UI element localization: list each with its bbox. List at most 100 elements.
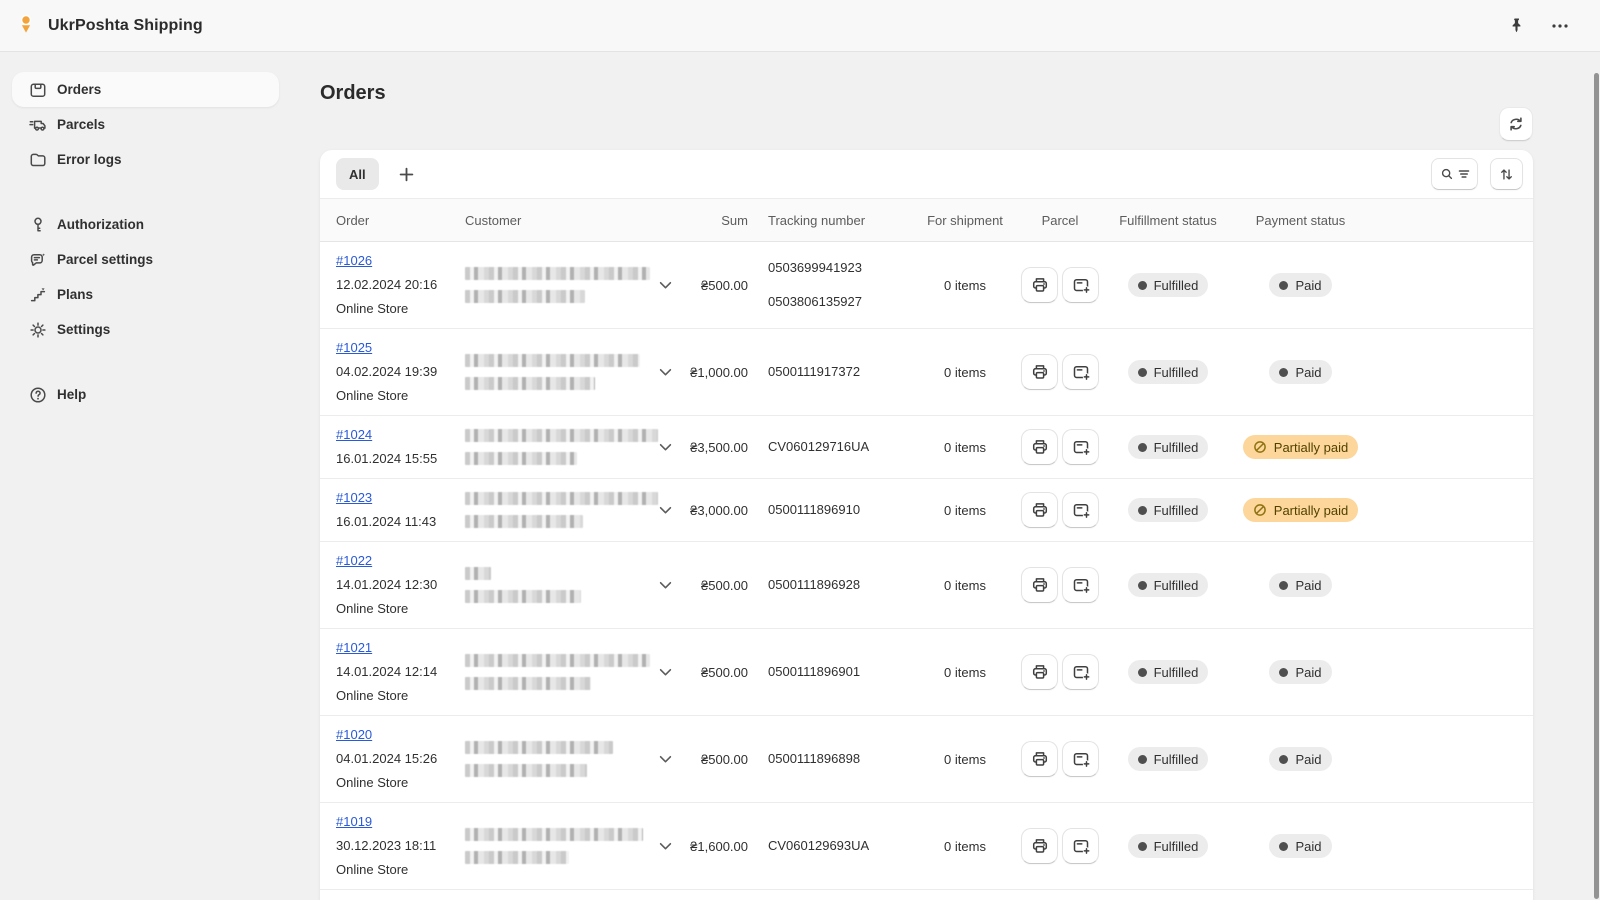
- chevron-down-icon[interactable]: [659, 581, 672, 590]
- sidebar-item-parcel-settings[interactable]: Parcel settings: [12, 242, 279, 277]
- for-shipment-count: 0 items: [944, 664, 986, 680]
- customer-phone-redacted: [465, 590, 581, 603]
- payment-status-badge: Paid: [1269, 573, 1332, 597]
- printer-icon: [1030, 362, 1050, 382]
- search-icon: [1439, 166, 1456, 183]
- status-dot: [1137, 505, 1147, 515]
- chevron-down-icon[interactable]: [659, 368, 672, 377]
- status-dot: [1137, 280, 1147, 290]
- fulfillment-status-label: Fulfilled: [1153, 751, 1199, 767]
- create-parcel-button[interactable]: [1062, 429, 1099, 465]
- printer-icon: [1030, 836, 1050, 856]
- orders-icon: [28, 80, 48, 100]
- chat-settings-icon: [28, 250, 48, 270]
- customer-cell: [465, 828, 680, 864]
- order-link[interactable]: #1025: [336, 340, 373, 355]
- truck-icon: [28, 115, 48, 135]
- table-row: #1021 14.01.2024 12:14 Online Store ₴500…: [320, 629, 1533, 716]
- chevron-down-icon[interactable]: [659, 281, 672, 290]
- print-label-button[interactable]: [1021, 828, 1058, 864]
- payment-status-label: Paid: [1295, 577, 1322, 593]
- print-label-button[interactable]: [1021, 429, 1058, 465]
- add-view-button[interactable]: [393, 161, 420, 188]
- customer-phone-redacted: [465, 677, 591, 690]
- print-label-button[interactable]: [1021, 741, 1058, 777]
- sidebar-item-label: Help: [57, 387, 87, 402]
- fulfillment-status-badge: Fulfilled: [1127, 498, 1209, 522]
- sidebar-item-parcels[interactable]: Parcels: [12, 107, 279, 142]
- fulfillment-status-badge: Fulfilled: [1127, 834, 1209, 858]
- partially-paid-icon: [1253, 503, 1267, 517]
- create-parcel-button[interactable]: [1062, 354, 1099, 390]
- sidebar-item-error-logs[interactable]: Error logs: [12, 142, 279, 177]
- scrollbar-track: [1591, 52, 1600, 900]
- customer-phone-redacted: [465, 851, 569, 864]
- fulfillment-status-badge: Fulfilled: [1127, 660, 1209, 684]
- main-content: Orders All: [320, 52, 1533, 900]
- order-channel: Online Store: [336, 301, 409, 316]
- chevron-down-icon[interactable]: [659, 443, 672, 452]
- sidebar-item-authorization[interactable]: Authorization: [12, 207, 279, 242]
- payment-status-label: Paid: [1295, 277, 1322, 293]
- sidebar-item-label: Parcel settings: [57, 252, 154, 267]
- chevron-down-icon[interactable]: [659, 506, 672, 515]
- print-label-button[interactable]: [1021, 354, 1058, 390]
- chevron-down-icon[interactable]: [659, 842, 672, 851]
- payment-status-label: Paid: [1295, 838, 1322, 854]
- more-menu-icon[interactable]: [1546, 12, 1574, 40]
- key-icon: [28, 215, 48, 235]
- create-parcel-icon: [1071, 500, 1091, 520]
- create-parcel-button[interactable]: [1062, 828, 1099, 864]
- pin-icon[interactable]: [1503, 12, 1530, 39]
- order-link[interactable]: #1021: [336, 640, 373, 655]
- sidebar-item-label: Settings: [57, 322, 111, 337]
- payment-status-badge: Paid: [1269, 747, 1332, 771]
- create-parcel-button[interactable]: [1062, 267, 1099, 303]
- gear-icon: [28, 320, 48, 340]
- fulfillment-status-badge: Fulfilled: [1127, 747, 1209, 771]
- col-for-shipment: For shipment: [927, 212, 1003, 228]
- sidebar-item-label: Error logs: [57, 152, 122, 167]
- customer-cell: [465, 267, 680, 303]
- status-dot: [1279, 841, 1289, 851]
- status-dot: [1137, 367, 1147, 377]
- fulfillment-status-badge: Fulfilled: [1127, 573, 1209, 597]
- order-sum: ₴1,600.00: [690, 838, 748, 854]
- print-label-button[interactable]: [1021, 492, 1058, 528]
- printer-icon: [1030, 662, 1050, 682]
- sidebar-item-settings[interactable]: Settings: [12, 312, 279, 347]
- print-label-button[interactable]: [1021, 654, 1058, 690]
- scrollbar-thumb[interactable]: [1594, 73, 1599, 899]
- create-parcel-icon: [1071, 662, 1091, 682]
- tab-all[interactable]: All: [336, 158, 379, 190]
- search-filter-button[interactable]: [1431, 158, 1478, 190]
- create-parcel-button[interactable]: [1062, 492, 1099, 528]
- create-parcel-button[interactable]: [1062, 567, 1099, 603]
- customer-cell: [465, 354, 680, 390]
- refresh-button[interactable]: [1499, 107, 1533, 141]
- order-link[interactable]: #1019: [336, 814, 373, 829]
- order-link[interactable]: #1020: [336, 727, 373, 742]
- chevron-down-icon[interactable]: [659, 668, 672, 677]
- payment-status-badge: Partially paid: [1242, 498, 1359, 522]
- sidebar-nav: Orders Parcels Error logs Authorization …: [0, 52, 291, 900]
- chevron-down-icon[interactable]: [659, 755, 672, 764]
- payment-status-label: Paid: [1295, 664, 1322, 680]
- order-link[interactable]: #1026: [336, 253, 373, 268]
- topbar: UkrPoshta Shipping: [0, 0, 1600, 52]
- order-sum: ₴3,500.00: [690, 439, 748, 455]
- print-label-button[interactable]: [1021, 567, 1058, 603]
- sidebar-item-orders[interactable]: Orders: [12, 72, 279, 107]
- print-label-button[interactable]: [1021, 267, 1058, 303]
- partially-paid-icon: [1253, 440, 1267, 454]
- sidebar-item-help[interactable]: Help: [12, 377, 279, 412]
- create-parcel-button[interactable]: [1062, 654, 1099, 690]
- order-sum: ₴1,000.00: [690, 364, 748, 380]
- printer-icon: [1030, 275, 1050, 295]
- sort-button[interactable]: [1490, 158, 1523, 190]
- order-link[interactable]: #1024: [336, 427, 373, 442]
- create-parcel-button[interactable]: [1062, 741, 1099, 777]
- order-link[interactable]: #1022: [336, 553, 373, 568]
- order-link[interactable]: #1023: [336, 490, 373, 505]
- sidebar-item-plans[interactable]: Plans: [12, 277, 279, 312]
